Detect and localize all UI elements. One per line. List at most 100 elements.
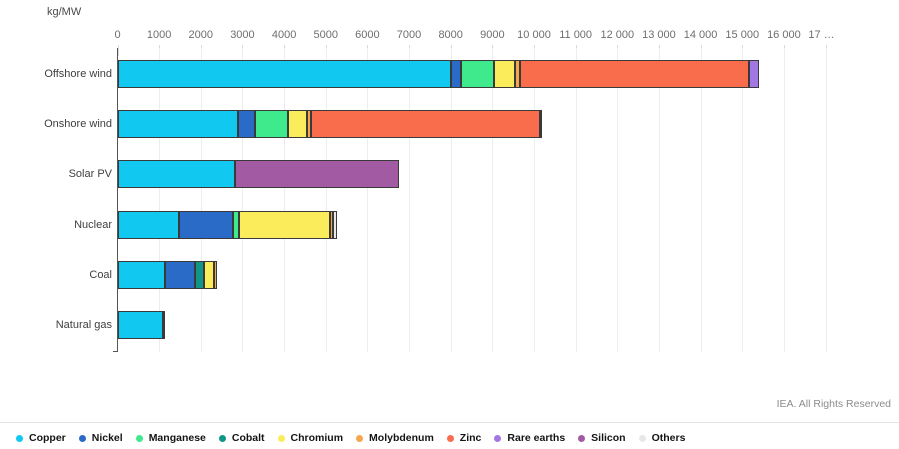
legend-label-chromium: Chromium	[290, 432, 344, 444]
legend-item-cobalt[interactable]: Cobalt	[218, 432, 265, 444]
legend-label-rare-earths: Rare earths	[507, 432, 566, 444]
x-axis-tick-label: 4000	[271, 29, 297, 41]
x-axis-tick-label: 11 000	[559, 29, 593, 41]
x-axis-tick-label: 3000	[230, 29, 255, 41]
x-axis-tick-label: 15 000	[725, 29, 760, 41]
bar-segment-coal-nickel[interactable]	[165, 260, 196, 289]
gridline	[742, 48, 744, 352]
x-axis-tick-label: 10 000	[517, 29, 551, 41]
legend-item-chromium[interactable]: Chromium	[277, 432, 344, 444]
bar-segment-nuclear-nickel[interactable]	[178, 210, 233, 239]
legend-item-silicon[interactable]: Silicon	[578, 432, 626, 444]
legend-item-nickel[interactable]: Nickel	[78, 432, 123, 444]
bar-segment-onshore-wind-molybdenum[interactable]	[307, 110, 312, 139]
legend-dot-chromium	[277, 434, 285, 442]
legend-dot-molybdenum	[356, 434, 364, 442]
gridline	[617, 48, 619, 352]
bar-segment-nuclear-chromium[interactable]	[239, 210, 331, 239]
x-axis-tick-label: 13 000	[642, 29, 676, 41]
legend-item-copper[interactable]: Copper	[16, 432, 66, 444]
bar-segment-coal-copper[interactable]	[117, 260, 166, 289]
bar-segment-coal-cobalt[interactable]	[195, 260, 204, 289]
bar-segment-nuclear-others[interactable]	[333, 210, 338, 239]
category-label-nuclear: Nuclear	[74, 218, 112, 231]
x-axis-tick-label: 6000	[355, 29, 380, 41]
bar-segment-coal-chromium[interactable]	[203, 260, 215, 289]
bar-segment-offshore-wind-zinc[interactable]	[520, 60, 750, 88]
gridline	[658, 48, 660, 352]
legend-label-manganese: Manganese	[148, 432, 206, 444]
legend-dot-manganese	[135, 434, 143, 442]
bar-segment-natural-gas-copper[interactable]	[117, 311, 164, 339]
gridline	[325, 48, 327, 352]
legend-item-molybdenum[interactable]: Molybdenum	[356, 432, 434, 444]
gridline	[700, 48, 702, 352]
y-axis-unit-label: kg/MW	[47, 6, 82, 18]
x-axis-tick-label: 7000	[396, 29, 422, 41]
y-axis-line	[117, 48, 118, 352]
gridline	[450, 48, 452, 352]
legend-item-others[interactable]: Others	[638, 432, 685, 444]
category-label-onshore-wind: Onshore wind	[44, 118, 112, 131]
x-axis-tick-label: 1000	[146, 29, 172, 41]
copyright-note: IEA. All Rights Reserved	[776, 398, 891, 410]
category-label-solar-pv: Solar PV	[68, 168, 112, 181]
gridline	[367, 48, 369, 352]
legend-label-silicon: Silicon	[591, 432, 626, 444]
bar-segment-nuclear-copper[interactable]	[117, 210, 179, 239]
gridline	[409, 48, 411, 352]
bar-segment-onshore-wind-nickel[interactable]	[238, 110, 256, 139]
legend-dot-zinc	[446, 434, 454, 442]
legend-dot-copper	[16, 434, 23, 442]
x-axis-tick-label: 2000	[188, 29, 214, 41]
bar-segment-onshore-wind-copper[interactable]	[117, 110, 239, 139]
x-axis-tick-label: 5000	[313, 29, 338, 41]
bar-segment-offshore-wind-chromium[interactable]	[493, 60, 516, 88]
bar-segment-onshore-wind-zinc[interactable]	[311, 110, 541, 139]
category-label-natural-gas: Natural gas	[55, 319, 112, 331]
gridline	[534, 48, 535, 352]
legend-dot-others	[638, 434, 646, 442]
bar-segment-onshore-wind-manganese[interactable]	[255, 110, 288, 139]
x-axis-tick-mark	[117, 45, 119, 56]
x-axis-tick-label: 16 000	[767, 29, 801, 41]
legend-item-rare-earths[interactable]: Rare earths	[494, 432, 565, 444]
x-axis-tick-label: 0	[114, 29, 121, 41]
bar-segment-natural-gas-chromium[interactable]	[163, 311, 166, 339]
legend-label-zinc: Zinc	[459, 432, 482, 444]
gridline	[159, 48, 161, 352]
bar-segment-offshore-wind-rare-earths[interactable]	[749, 60, 760, 88]
bar-segment-offshore-wind-molybdenum[interactable]	[515, 60, 520, 88]
bar-segment-onshore-wind-rare-earths[interactable]	[540, 110, 543, 139]
bar-segment-nuclear-manganese[interactable]	[232, 210, 240, 239]
category-label-offshore-wind: Offshore wind	[44, 68, 112, 80]
bar-segment-offshore-wind-copper[interactable]	[117, 60, 451, 88]
x-axis-tick-label: 12 000	[600, 29, 635, 41]
legend-dot-rare-earths	[494, 434, 502, 442]
bar-segment-solar-pv-silicon[interactable]	[235, 160, 400, 189]
bar-segment-coal-molybdenum[interactable]	[214, 260, 218, 289]
x-axis-tick-label: 8000	[438, 29, 463, 41]
legend-label-nickel: Nickel	[91, 432, 123, 444]
legend: Copper Nickel Manganese Cobalt Chromium Molyb…	[16, 429, 685, 447]
bar-segment-offshore-wind-manganese[interactable]	[460, 60, 494, 88]
x-axis-tick-label: 14 000	[683, 29, 718, 41]
gridline	[492, 48, 494, 352]
bar-segment-nuclear-molybdenum[interactable]	[330, 210, 334, 239]
legend-dot-nickel	[78, 434, 86, 442]
gridline	[284, 48, 286, 352]
legend-item-manganese[interactable]: Manganese	[135, 432, 206, 444]
legend-dot-cobalt	[218, 434, 226, 442]
gridline	[200, 48, 202, 352]
gridline	[825, 48, 827, 352]
bar-segment-solar-pv-copper[interactable]	[117, 160, 236, 189]
legend-item-zinc[interactable]: Zinc	[446, 432, 482, 444]
gridline	[242, 48, 244, 352]
bar-segment-onshore-wind-chromium[interactable]	[287, 110, 308, 139]
legend-dot-silicon	[578, 434, 586, 442]
y-axis-foot-tick	[113, 351, 118, 352]
bar-segment-offshore-wind-nickel[interactable]	[450, 60, 461, 88]
category-label-coal: Coal	[89, 268, 112, 281]
legend-label-molybdenum: Molybdenum	[369, 432, 434, 444]
